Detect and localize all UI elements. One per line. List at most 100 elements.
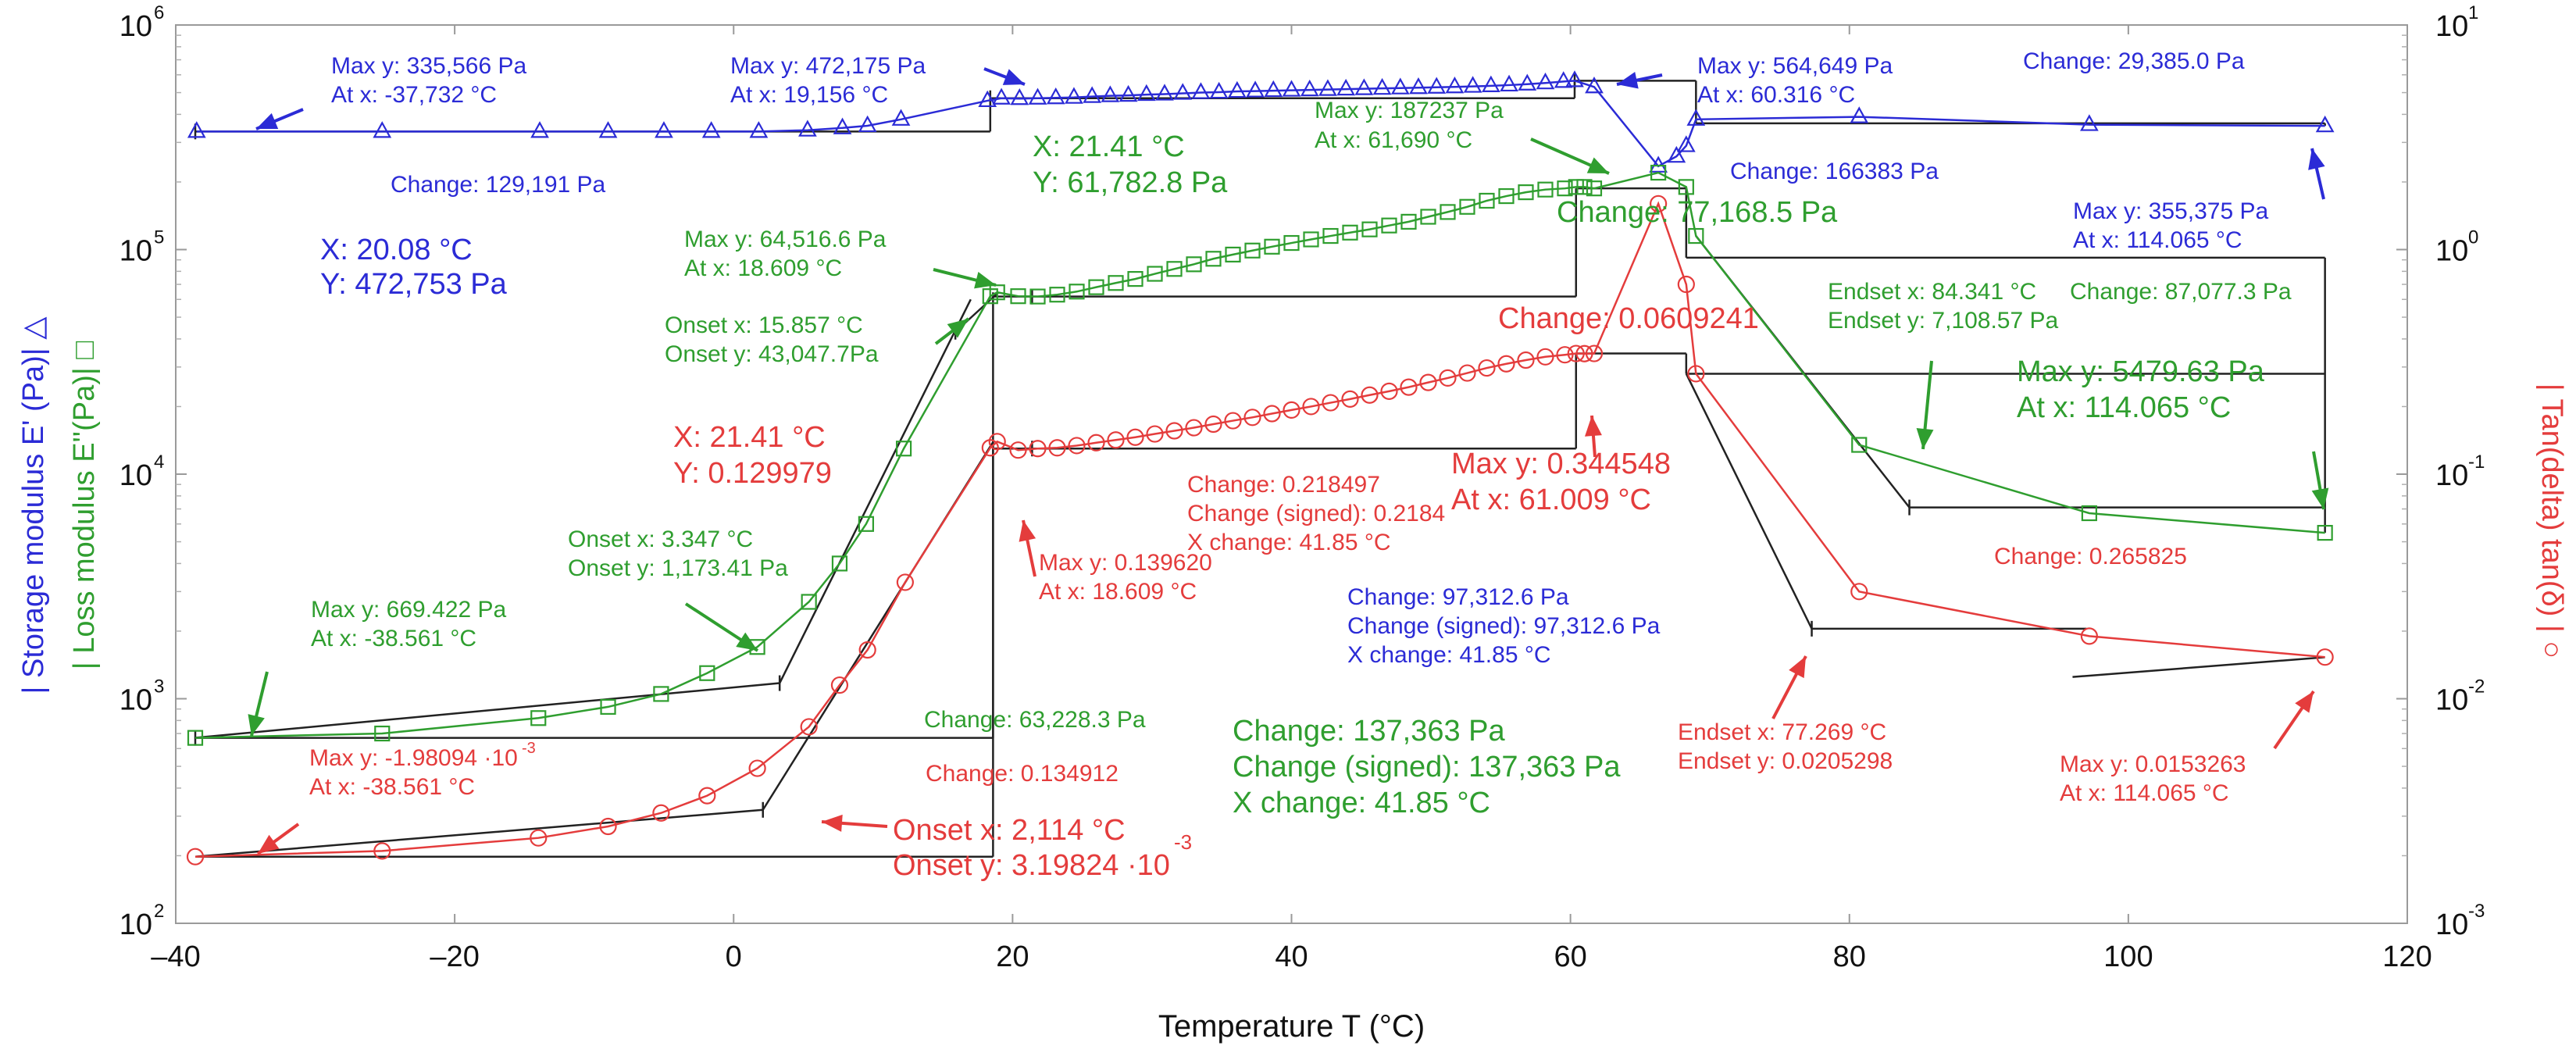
annotation-exponent: -3: [522, 740, 536, 757]
annotation-text: Change (signed): 97,312.6 Pa: [1347, 613, 1661, 639]
data-point-square: [699, 665, 715, 681]
annotation-text: X change: 41.85 °C: [1187, 530, 1391, 555]
arrow-head: [1584, 416, 1602, 437]
data-point-circle: [1497, 355, 1515, 373]
data-point-square: [1322, 227, 1339, 244]
annotation-text: Onset x: 2,114 °C: [893, 814, 1126, 847]
data-point-triangle: [701, 121, 721, 138]
x-tick-label: 80: [1833, 940, 1866, 973]
data-point-square: [1576, 179, 1593, 195]
data-point-triangle: [1536, 72, 1555, 90]
data-point-square: [2081, 505, 2097, 522]
data-point-square: [1303, 231, 1319, 248]
annotation-arrow: [256, 823, 300, 855]
data-point-square: [1108, 275, 1124, 291]
annotation-arrow: [1916, 360, 1934, 450]
data-point-square: [1069, 284, 1085, 300]
x-tick-label: 40: [1275, 940, 1308, 973]
data-point-square: [1688, 227, 1704, 244]
data-point-circle: [896, 573, 914, 591]
annotation-text: At x: 60.316 °C: [1697, 82, 1855, 108]
y-left-tick-label: 10: [120, 235, 152, 268]
y-right-tick-exponent: -3: [2468, 901, 2485, 922]
data-point-circle: [830, 676, 849, 694]
y-left-tick-exponent: 4: [154, 451, 164, 473]
data-point-square: [600, 698, 616, 716]
data-point-square: [801, 594, 817, 610]
annotation-text: At x: -37,732 °C: [331, 82, 497, 108]
data-point-circle: [748, 759, 766, 777]
x-tick-label: –20: [430, 940, 479, 973]
annotation-arrow: [2308, 148, 2325, 200]
data-point-square: [1166, 261, 1183, 277]
series-layer: [186, 70, 2335, 865]
annotation-text: Y: 472,753 Pa: [320, 268, 508, 301]
data-point-square: [1244, 242, 1261, 259]
arrow-head: [258, 834, 280, 854]
annotation-text: Change: 137,363 Pa: [1233, 715, 1505, 748]
y-right-tick-exponent: -2: [2468, 676, 2485, 698]
data-point-triangle: [1046, 87, 1065, 105]
y-left-tick-label: 10: [120, 10, 152, 43]
y-left-tick-label: 10: [120, 908, 152, 941]
annotation-arrow: [248, 671, 269, 737]
annotation-arrow: [1584, 415, 1602, 458]
data-point-triangle: [1565, 70, 1584, 87]
annotation-text: Max y: 5479.63 Pa: [2017, 355, 2265, 388]
annotation-text: Onset y: 3.19824 ·10: [893, 849, 1170, 882]
data-point-triangle: [1409, 77, 1428, 95]
data-point-triangle: [1554, 71, 1573, 88]
data-point-triangle: [1518, 73, 1537, 91]
annotation-text: At x: 61,690 °C: [1315, 127, 1472, 153]
y-left-tick-label: 10: [120, 684, 152, 717]
data-point-triangle: [1850, 106, 1869, 123]
data-point-circle: [1380, 382, 1398, 400]
annotation-text: Max y: 0.0153263: [2060, 751, 2246, 777]
data-point-square: [1186, 256, 1202, 273]
data-point-triangle: [1155, 84, 1174, 101]
data-point-square: [1088, 279, 1104, 295]
data-point-circle: [1517, 351, 1535, 369]
y-right-tick-exponent: 0: [2468, 227, 2478, 248]
data-point-square: [1537, 181, 1554, 198]
y-right-tick-exponent: -1: [2468, 451, 2485, 473]
data-point-triangle: [2315, 115, 2335, 133]
x-tick-label: 20: [996, 940, 1029, 973]
data-point-triangle: [1667, 145, 1686, 163]
arrow-head: [1789, 656, 1806, 679]
data-point-square: [858, 516, 874, 532]
marker-line: [2072, 656, 2325, 678]
annotation-text: Onset x: 3.347 °C: [568, 526, 753, 552]
data-point-triangle: [1676, 135, 1696, 152]
data-point-triangle: [1101, 85, 1120, 102]
y-left-tick-exponent: 5: [154, 227, 164, 248]
data-point-triangle: [1119, 84, 1138, 102]
annotation-arrow: [983, 67, 1026, 86]
data-point-triangle: [1336, 78, 1356, 96]
data-point-square: [187, 730, 204, 746]
data-point-square: [831, 555, 848, 572]
data-point-triangle: [1191, 82, 1211, 99]
arrow-head: [256, 112, 279, 130]
x-tick-label: –40: [151, 940, 200, 973]
annotation-text: Change: 77,168.5 Pa: [1557, 196, 1838, 229]
data-point-triangle: [992, 87, 1011, 105]
y-right-tick-label: 10: [2435, 908, 2468, 941]
annotation-text: Y: 61,782.8 Pa: [1033, 166, 1228, 199]
annotation-arrow: [1530, 137, 1610, 175]
data-point-triangle: [798, 120, 817, 137]
x-axis-label: Temperature T (°C): [1158, 1009, 1425, 1044]
annotation-text: At x: 18.609 °C: [684, 255, 842, 281]
arrows-layer: [248, 67, 2329, 855]
annotation-text: Endset y: 7,108.57 Pa: [1828, 308, 2059, 334]
annotation-text: X: 21.41 °C: [1033, 130, 1185, 163]
data-point-triangle: [858, 115, 877, 133]
data-point-circle: [1458, 364, 1476, 382]
data-point-circle: [1400, 378, 1418, 396]
data-point-square: [1459, 198, 1475, 215]
data-point-circle: [1185, 419, 1203, 437]
data-point-circle: [1556, 346, 1574, 364]
data-point-square: [1851, 437, 1868, 453]
